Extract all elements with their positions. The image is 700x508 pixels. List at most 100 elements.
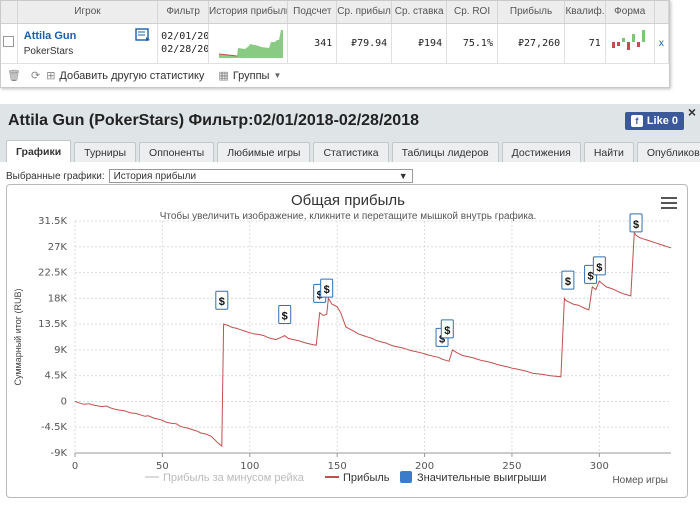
stats-footer: 🗑 ⟳ ⊞ Добавить другую статистику ▦ Групп… bbox=[1, 63, 669, 87]
profit-value: ₽27,260 bbox=[497, 23, 566, 63]
chart-select-label: Выбранные графики: bbox=[6, 170, 105, 182]
big-win-marker-label: $ bbox=[317, 289, 323, 301]
big-win-marker-label: $ bbox=[588, 270, 594, 282]
close-icon[interactable]: × bbox=[687, 104, 696, 120]
chart-select-value: История прибыли bbox=[113, 170, 197, 182]
y-tick-label: 4.5K bbox=[45, 371, 68, 382]
y-tick-label: 0 bbox=[61, 396, 67, 407]
facebook-like-button[interactable]: f Like 0 bbox=[624, 112, 684, 130]
groups-dropdown[interactable]: Группы bbox=[232, 69, 270, 82]
row-checkbox[interactable] bbox=[3, 36, 15, 47]
form-bars bbox=[605, 23, 655, 63]
big-win-marker bbox=[561, 270, 575, 290]
player-site: PokerStars bbox=[23, 45, 74, 57]
y-tick-label: -4.5K bbox=[41, 422, 68, 433]
x-tick-label: 100 bbox=[240, 461, 259, 472]
big-win-marker bbox=[592, 256, 606, 276]
tab-statistics[interactable]: Статистика bbox=[313, 142, 389, 162]
qualifiers-value: 71 bbox=[564, 23, 606, 63]
filter-from: 02/01/20 bbox=[161, 31, 209, 42]
tab-opponents[interactable]: Оппоненты bbox=[139, 142, 215, 162]
header-count[interactable]: Подсчет bbox=[287, 1, 338, 24]
legend-big-win-swatch bbox=[400, 471, 412, 483]
chart-subtitle: Чтобы увеличить изображение, кликните и … bbox=[160, 210, 537, 222]
groups-icon: ▦ bbox=[218, 70, 229, 82]
table-header-row: Игрок Фильтр История прибыли Подсчет Ср.… bbox=[1, 1, 670, 24]
filter-to: 02/28/20 bbox=[161, 44, 209, 55]
tab-tournaments[interactable]: Турниры bbox=[74, 142, 137, 162]
profit-chart[interactable]: Общая прибыль Чтобы увеличить изображение… bbox=[6, 184, 688, 498]
big-win-marker bbox=[278, 305, 292, 325]
panel-header: Attila Gun (PokerStars) Фильтр:02/01/201… bbox=[0, 104, 700, 138]
big-win-marker-label: $ bbox=[633, 219, 639, 231]
header-avg-stake[interactable]: Ср. ставка bbox=[391, 1, 448, 24]
tab-publish[interactable]: Опубликовать bbox=[636, 142, 700, 162]
player-name-link[interactable]: Attila Gun bbox=[23, 29, 77, 42]
big-win-marker bbox=[629, 213, 643, 233]
chart-title: Общая прибыль bbox=[291, 192, 405, 209]
row-close-link[interactable]: x bbox=[654, 23, 670, 63]
big-win-marker bbox=[215, 290, 229, 310]
tab-leaderboards[interactable]: Таблицы лидеров bbox=[391, 142, 499, 162]
filter-cell: 02/01/20 02/28/20 bbox=[157, 23, 210, 63]
panel-tabs: Графики Турниры Оппоненты Любимые игры С… bbox=[0, 138, 700, 162]
chart-select[interactable]: История прибыли ▼ bbox=[108, 169, 413, 183]
legend-big-win-label: Значительные выигрыши bbox=[417, 472, 546, 484]
player-panel: × Attila Gun (PokerStars) Фильтр:02/01/2… bbox=[0, 104, 700, 508]
header-extra bbox=[654, 1, 670, 24]
avg-profit-value: ₽79.94 bbox=[336, 23, 393, 63]
table-row: Attila Gun PokerStars 02/01/20 02/28/20 … bbox=[1, 23, 670, 63]
chevron-down-icon: ▼ bbox=[398, 171, 408, 181]
legend-no-rake-label: Прибыль за минусом рейка bbox=[163, 472, 305, 484]
tab-find[interactable]: Найти bbox=[583, 142, 634, 162]
y-tick-label: 22.5K bbox=[38, 268, 67, 279]
x-tick-label: 50 bbox=[156, 461, 169, 472]
header-filter[interactable]: Фильтр bbox=[157, 1, 210, 24]
stats-table: Игрок Фильтр История прибыли Подсчет Ср.… bbox=[1, 1, 670, 63]
add-stat-link[interactable]: Добавить другую статистику bbox=[59, 69, 205, 82]
big-win-marker-label: $ bbox=[439, 333, 445, 345]
x-axis-title: Номер игры bbox=[612, 475, 668, 486]
big-win-marker-label: $ bbox=[565, 276, 571, 288]
header-player[interactable]: Игрок bbox=[17, 1, 159, 24]
chevron-down-icon[interactable]: ▼ bbox=[273, 71, 282, 80]
y-tick-label: 31.5K bbox=[38, 216, 67, 227]
chart-select-row: Выбранные графики: История прибыли ▼ bbox=[0, 166, 700, 186]
y-tick-label: 9K bbox=[54, 345, 67, 356]
add-stat-icon: ⊞ bbox=[46, 70, 56, 82]
big-win-marker-label: $ bbox=[596, 262, 602, 274]
tab-achievements[interactable]: Достижения bbox=[501, 142, 581, 162]
chart-menu-icon[interactable] bbox=[661, 197, 677, 212]
big-win-marker bbox=[320, 278, 334, 298]
y-tick-label: 13.5K bbox=[38, 319, 67, 330]
like-label: Like 0 bbox=[646, 115, 678, 127]
header-profit[interactable]: Прибыль bbox=[497, 1, 566, 24]
big-win-marker-label: $ bbox=[219, 296, 225, 308]
row-checkbox-cell bbox=[1, 23, 18, 63]
profit-history-sparkline[interactable] bbox=[208, 23, 289, 63]
header-form[interactable]: Форма bbox=[605, 1, 655, 24]
y-axis-title: Суммарный итог (RUB) bbox=[13, 288, 23, 385]
tab-favorite-games[interactable]: Любимые игры bbox=[217, 142, 311, 162]
avg-stake-value: ₽194 bbox=[391, 23, 448, 63]
header-avg-roi[interactable]: Ср. ROI bbox=[446, 1, 498, 24]
header-select bbox=[1, 1, 18, 24]
header-profit-history[interactable]: История прибыли bbox=[208, 1, 289, 24]
x-tick-label: 250 bbox=[502, 461, 521, 472]
legend-profit-label: Прибыль bbox=[343, 472, 390, 484]
y-tick-label: 18K bbox=[48, 293, 68, 304]
refresh-icon[interactable]: ⟳ bbox=[30, 70, 41, 82]
big-win-marker bbox=[440, 319, 454, 339]
count-value: 341 bbox=[287, 23, 338, 63]
header-qualifiers[interactable]: Квалиф. bbox=[564, 1, 606, 24]
header-avg-profit[interactable]: Ср. прибыль bbox=[336, 1, 393, 24]
trash-icon[interactable]: 🗑 bbox=[7, 70, 21, 82]
tab-charts[interactable]: Графики bbox=[6, 140, 72, 162]
big-win-marker-label: $ bbox=[444, 325, 450, 337]
x-tick-label: 300 bbox=[590, 461, 609, 472]
player-card-icon[interactable] bbox=[135, 27, 151, 42]
profit-series-line bbox=[74, 230, 672, 448]
x-tick-label: 0 bbox=[72, 461, 78, 472]
player-cell: Attila Gun PokerStars bbox=[17, 23, 159, 63]
